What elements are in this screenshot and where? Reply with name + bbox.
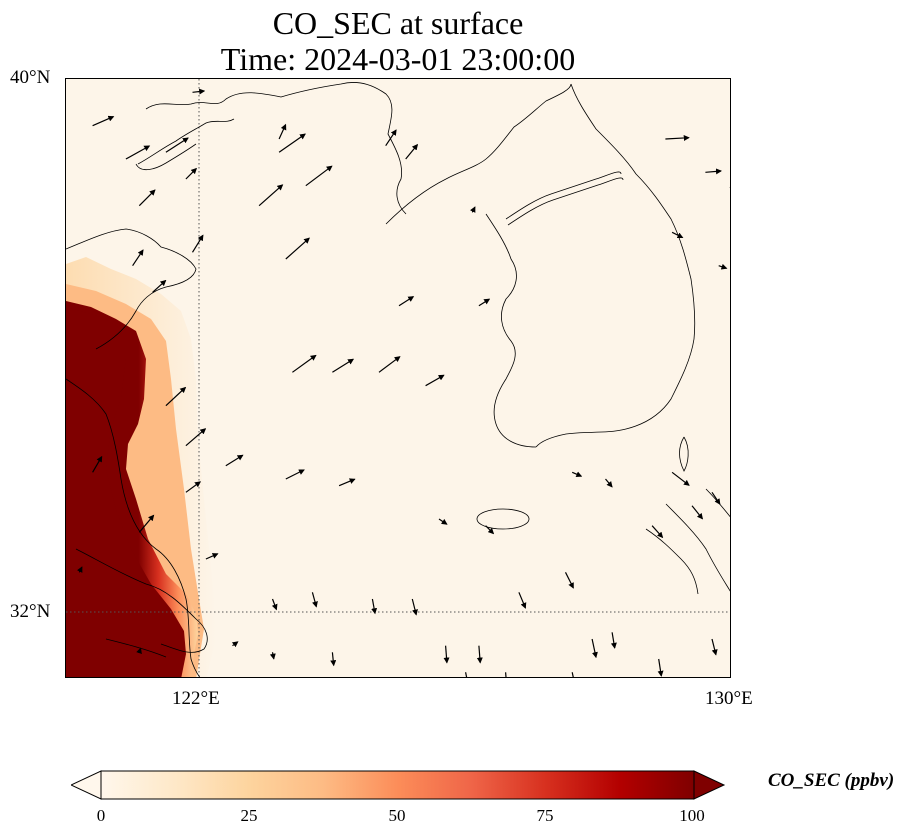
wind-arrow-25 — [292, 354, 317, 373]
wind-arrow-57 — [505, 672, 507, 677]
chart-subtitle: Time: 2024-03-01 23:00:00 — [220, 41, 576, 77]
wind-arrow-28 — [425, 374, 445, 387]
wind-arrow-52 — [231, 641, 239, 648]
wind-arrow-5 — [192, 88, 206, 95]
wind-arrow-40 — [571, 471, 583, 477]
wind-arrow-2 — [165, 137, 189, 153]
wind-arrow-46 — [564, 572, 574, 589]
wind-arrow-11 — [405, 143, 419, 160]
wind-arrow-38 — [438, 518, 448, 525]
wind-arrow-12 — [285, 237, 310, 260]
wind-arrow-26 — [332, 358, 355, 373]
wind-arrow-13 — [132, 249, 144, 267]
lat-tick-32: 32°N — [10, 601, 51, 622]
wind-arrow-58 — [571, 672, 574, 677]
colorbar-tick-25: 25 — [240, 806, 258, 825]
wind-arrow-51 — [271, 598, 278, 611]
wind-arrow-56 — [476, 645, 483, 664]
wind-arrow-30 — [185, 428, 207, 447]
wind-arrow-48 — [411, 598, 418, 616]
wind-arrow-37 — [205, 553, 219, 560]
coastlines — [66, 82, 730, 677]
wind-arrow-3 — [138, 189, 156, 207]
wind-arrow-19 — [705, 168, 722, 175]
wind-arrow-50 — [311, 592, 318, 608]
wind-arrow-65 — [76, 566, 83, 573]
wind-arrow-18 — [665, 134, 690, 141]
wind-arrow-4 — [185, 167, 198, 180]
wind-arrow-8 — [305, 165, 333, 187]
wind-arrow-44 — [711, 491, 721, 505]
lat-tick-40: 40°N — [10, 67, 51, 88]
wind-arrow-6 — [278, 133, 306, 153]
colorbar-tick-50: 50 — [388, 806, 406, 825]
wind-arrow-34 — [185, 481, 202, 493]
colorbar-tick-100: 100 — [679, 806, 705, 825]
lon-tick-130: 130°E — [705, 688, 753, 709]
wind-arrow-41 — [605, 478, 613, 488]
wind-arrow-33 — [338, 478, 356, 487]
wind-arrow-29 — [165, 386, 187, 407]
wind-arrow-21 — [469, 206, 476, 213]
wind-arrow-45 — [651, 525, 664, 539]
lon-tick-122: 122°E — [172, 688, 220, 709]
wind-arrow-60 — [610, 632, 617, 649]
wind-arrow-15 — [191, 234, 204, 253]
wind-arrow-59 — [591, 638, 598, 659]
wind-arrow-64 — [136, 647, 142, 655]
wind-arrow-43 — [691, 505, 704, 520]
wind-arrow-53 — [269, 652, 276, 660]
wind-arrow-61 — [657, 658, 664, 677]
wind-arrow-42 — [671, 471, 690, 486]
wind-arrow-63 — [465, 672, 468, 677]
wind-arrow-27 — [378, 356, 401, 373]
wind-arrow-17 — [478, 298, 491, 307]
wind-arrow-10 — [385, 129, 397, 147]
wind-arrow-9 — [258, 184, 284, 207]
wind-arrow-55 — [443, 645, 450, 664]
map-panel — [65, 78, 731, 678]
wind-arrow-62 — [711, 638, 718, 656]
colorbar-tick-75: 75 — [536, 806, 554, 825]
wind-vectors — [76, 88, 730, 677]
colorbar — [71, 770, 726, 800]
colorbar-tick-0: 0 — [96, 806, 106, 825]
wind-arrow-54 — [330, 652, 337, 667]
wind-arrow-31 — [225, 454, 244, 467]
plume-inner — [66, 307, 186, 677]
wind-arrow-1 — [125, 145, 151, 160]
wind-arrow-23 — [718, 263, 728, 270]
wind-arrow-47 — [518, 592, 527, 609]
colorbar-extend-high — [693, 770, 726, 800]
wind-arrow-49 — [371, 598, 378, 615]
colorbar-label: CO_SEC (ppbv) — [768, 770, 895, 791]
chart-title: CO_SEC at surface — [272, 5, 524, 41]
wind-arrow-0 — [92, 115, 115, 127]
colorbar-extend-low — [71, 770, 102, 800]
wind-arrow-14 — [152, 279, 167, 293]
colorbar-gradient — [100, 770, 695, 800]
map-canvas — [66, 79, 730, 677]
wind-arrow-16 — [398, 296, 415, 307]
wind-arrow-39 — [485, 525, 495, 535]
wind-arrow-35 — [138, 514, 155, 533]
wind-arrow-22 — [671, 231, 684, 239]
wind-arrow-36 — [92, 455, 103, 473]
wind-arrow-7 — [278, 123, 287, 140]
wind-arrow-32 — [285, 469, 305, 480]
